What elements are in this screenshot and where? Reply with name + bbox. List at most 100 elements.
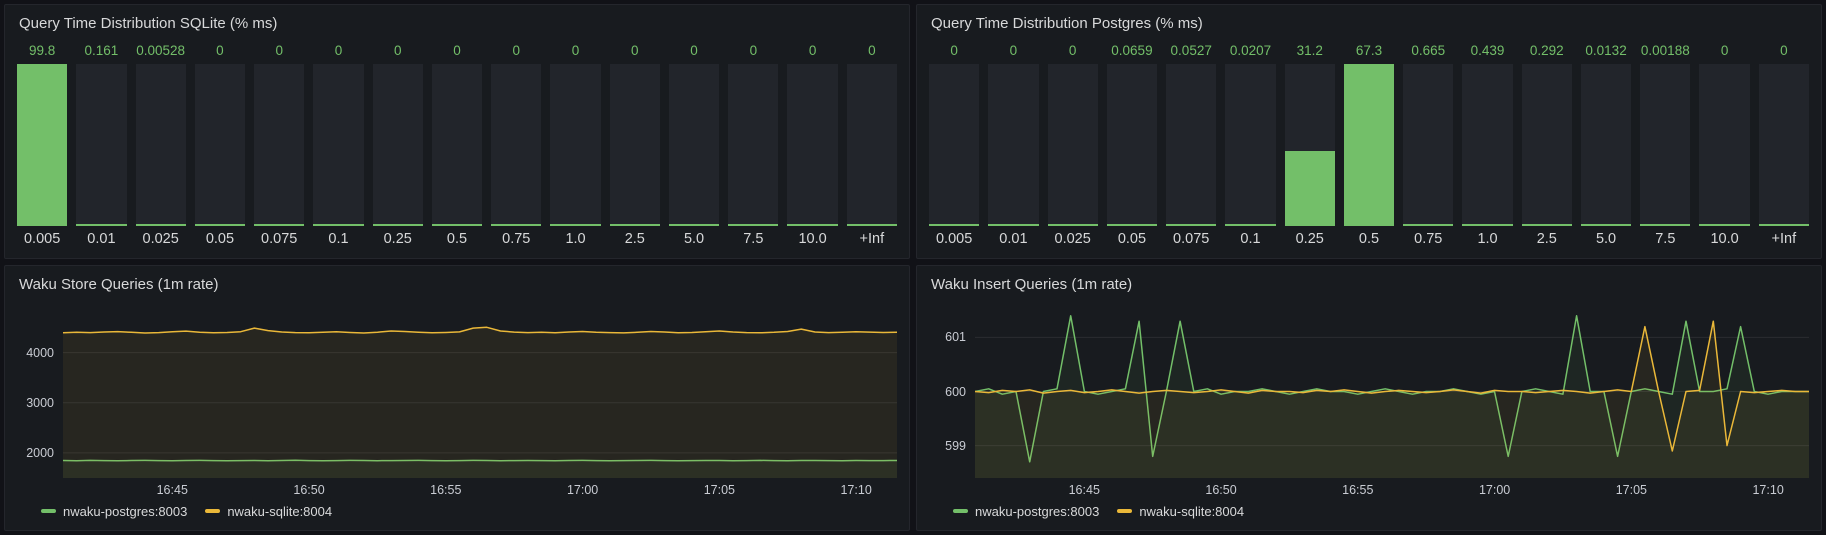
- bar-bucket-label: 0.05: [1117, 231, 1147, 247]
- bar-track: [17, 64, 68, 226]
- histogram-bar-0.01: 0 0.01: [988, 40, 1039, 250]
- series-color-swatch-yellow: [1117, 509, 1133, 513]
- bar-track: [668, 64, 720, 226]
- bar-track: [1699, 64, 1750, 226]
- bar-bucket-label: 10.0: [1710, 231, 1739, 247]
- bar-fill: [17, 64, 68, 226]
- bar-track: [372, 64, 423, 226]
- histogram-bar-0.075: 0.0527 0.075: [1166, 40, 1217, 250]
- bar-track: [988, 64, 1039, 226]
- bar-value-label: 0.292: [1529, 43, 1564, 58]
- bar-fill: [254, 224, 305, 226]
- legend-item-nwaku-sqlite[interactable]: nwaku-sqlite:8004: [205, 504, 332, 519]
- legend-label: nwaku-sqlite:8004: [227, 503, 333, 519]
- bar-value-label: 0: [1068, 43, 1077, 58]
- bar-track: [1225, 64, 1276, 226]
- bar-value-label: 0: [1009, 43, 1018, 58]
- bar-track: [1106, 64, 1158, 226]
- bar-bucket-label: 0.005: [23, 231, 61, 247]
- histogram-bar-0.05: 0 0.05: [194, 40, 246, 250]
- bar-track: [1580, 64, 1632, 226]
- x-axis-tick: 17:10: [840, 483, 872, 497]
- y-axis: 2000 3000 4000: [17, 305, 63, 498]
- bar-value-label: 0: [1720, 43, 1729, 58]
- panel-title-insert-queries[interactable]: Waku Insert Queries (1m rate): [931, 276, 1133, 293]
- bar-fill: [194, 224, 246, 226]
- x-axis-tick: 16:55: [1342, 483, 1374, 497]
- series-line-nwaku-postgres:8003: [63, 459, 897, 462]
- bar-track: [76, 64, 127, 226]
- legend-label: nwaku-sqlite:8004: [1139, 503, 1245, 519]
- panel-title-postgres[interactable]: Query Time Distribution Postgres (% ms): [931, 15, 1203, 32]
- bar-fill: [1166, 224, 1217, 226]
- bar-fill: [787, 224, 838, 226]
- bar-track: [609, 64, 660, 226]
- panel-store-queries: Waku Store Queries (1m rate) 2000 3000 400…: [4, 265, 910, 531]
- bar-track: [728, 64, 779, 226]
- bar-fill: [668, 224, 720, 226]
- bar-gauge-postgres: 0 0.005 0 0.01 0 0.025 0.0659 0.05 0.0527 0.075 0.…: [929, 38, 1809, 250]
- bar-value-label: 0: [808, 43, 817, 58]
- legend-item-nwaku-postgres[interactable]: nwaku-postgres:8003: [41, 504, 187, 519]
- series-fill-nwaku-postgres:8003: [975, 315, 1809, 478]
- bar-fill: [135, 224, 186, 226]
- bar-bucket-label: +Inf: [859, 231, 885, 247]
- bar-track: [1403, 64, 1454, 226]
- histogram-bar-0.75: 0.665 0.75: [1403, 40, 1454, 250]
- panel-query-time-sqlite: Query Time Distribution SQLite (% ms) 99…: [4, 4, 910, 259]
- bar-track: [1521, 64, 1572, 226]
- bar-bucket-label: 0.1: [1240, 231, 1261, 247]
- bar-track: [1047, 64, 1098, 226]
- bar-fill: [1640, 224, 1691, 226]
- bar-fill: [1284, 150, 1335, 226]
- bar-bucket-label: 0.75: [1414, 231, 1443, 247]
- histogram-bar-0.01: 0.161 0.01: [76, 40, 127, 250]
- bar-bucket-label: 0.5: [446, 231, 468, 247]
- bar-value-label: 0: [512, 43, 521, 58]
- bar-gauge-sqlite: 99.8 0.005 0.161 0.01 0.00528 0.025 0 0.05 0 0.07…: [17, 38, 897, 250]
- bar-bucket-label: 0.5: [1358, 231, 1380, 247]
- bar-value-label: 31.2: [1296, 43, 1323, 58]
- panel-title-store-queries[interactable]: Waku Store Queries (1m rate): [19, 276, 219, 293]
- bar-bucket-label: 0.01: [87, 231, 116, 247]
- insert-queries-chart[interactable]: [975, 305, 1809, 478]
- bar-fill: [76, 224, 127, 226]
- bar-value-label: 0: [393, 43, 402, 58]
- bar-value-label: 0: [275, 43, 283, 58]
- legend-item-nwaku-sqlite[interactable]: nwaku-sqlite:8004: [1117, 504, 1244, 519]
- histogram-bar-0.75: 0 0.75: [491, 40, 542, 250]
- bar-fill: [1758, 224, 1809, 226]
- bar-value-label: 0: [868, 43, 876, 58]
- bar-bucket-label: 0.005: [935, 231, 973, 247]
- bar-track: [1343, 64, 1395, 226]
- y-axis-tick: 601: [945, 330, 966, 345]
- series-color-swatch-yellow: [205, 509, 221, 513]
- bar-bucket-label: 7.5: [743, 231, 764, 247]
- series-color-swatch-green: [953, 509, 968, 513]
- x-axis-tick: 17:10: [1752, 483, 1784, 497]
- bar-fill: [1047, 224, 1098, 226]
- bar-value-label: 0.00528: [136, 43, 186, 58]
- bar-bucket-label: 2.5: [624, 231, 645, 247]
- histogram-bar-0.1: 0.0207 0.1: [1225, 40, 1276, 250]
- bar-fill: [929, 224, 980, 226]
- histogram-bar-1.0: 0 1.0: [550, 40, 601, 250]
- y-axis-tick: 3000: [26, 395, 54, 410]
- bar-bucket-label: 1.0: [1477, 231, 1498, 247]
- bar-value-label: 0.0132: [1585, 43, 1627, 58]
- x-axis-tick: 16:50: [293, 483, 325, 497]
- histogram-bar-0.075: 0 0.075: [254, 40, 305, 250]
- legend-item-nwaku-postgres[interactable]: nwaku-postgres:8003: [953, 504, 1099, 519]
- bar-bucket-label: 0.075: [1173, 231, 1210, 247]
- legend: nwaku-postgres:8003 nwaku-sqlite:8004: [17, 498, 897, 522]
- bar-track: [1462, 64, 1513, 226]
- series-fill-nwaku-sqlite:8004: [975, 321, 1809, 478]
- store-queries-chart[interactable]: [63, 305, 897, 478]
- y-axis-tick: 2000: [26, 445, 54, 460]
- bar-value-label: 0.0207: [1229, 43, 1272, 58]
- panel-title-sqlite[interactable]: Query Time Distribution SQLite (% ms): [19, 15, 278, 32]
- bar-fill: [550, 224, 601, 226]
- bar-value-label: 0: [950, 43, 958, 58]
- histogram-bar-+Inf: 0 +Inf: [1758, 40, 1809, 250]
